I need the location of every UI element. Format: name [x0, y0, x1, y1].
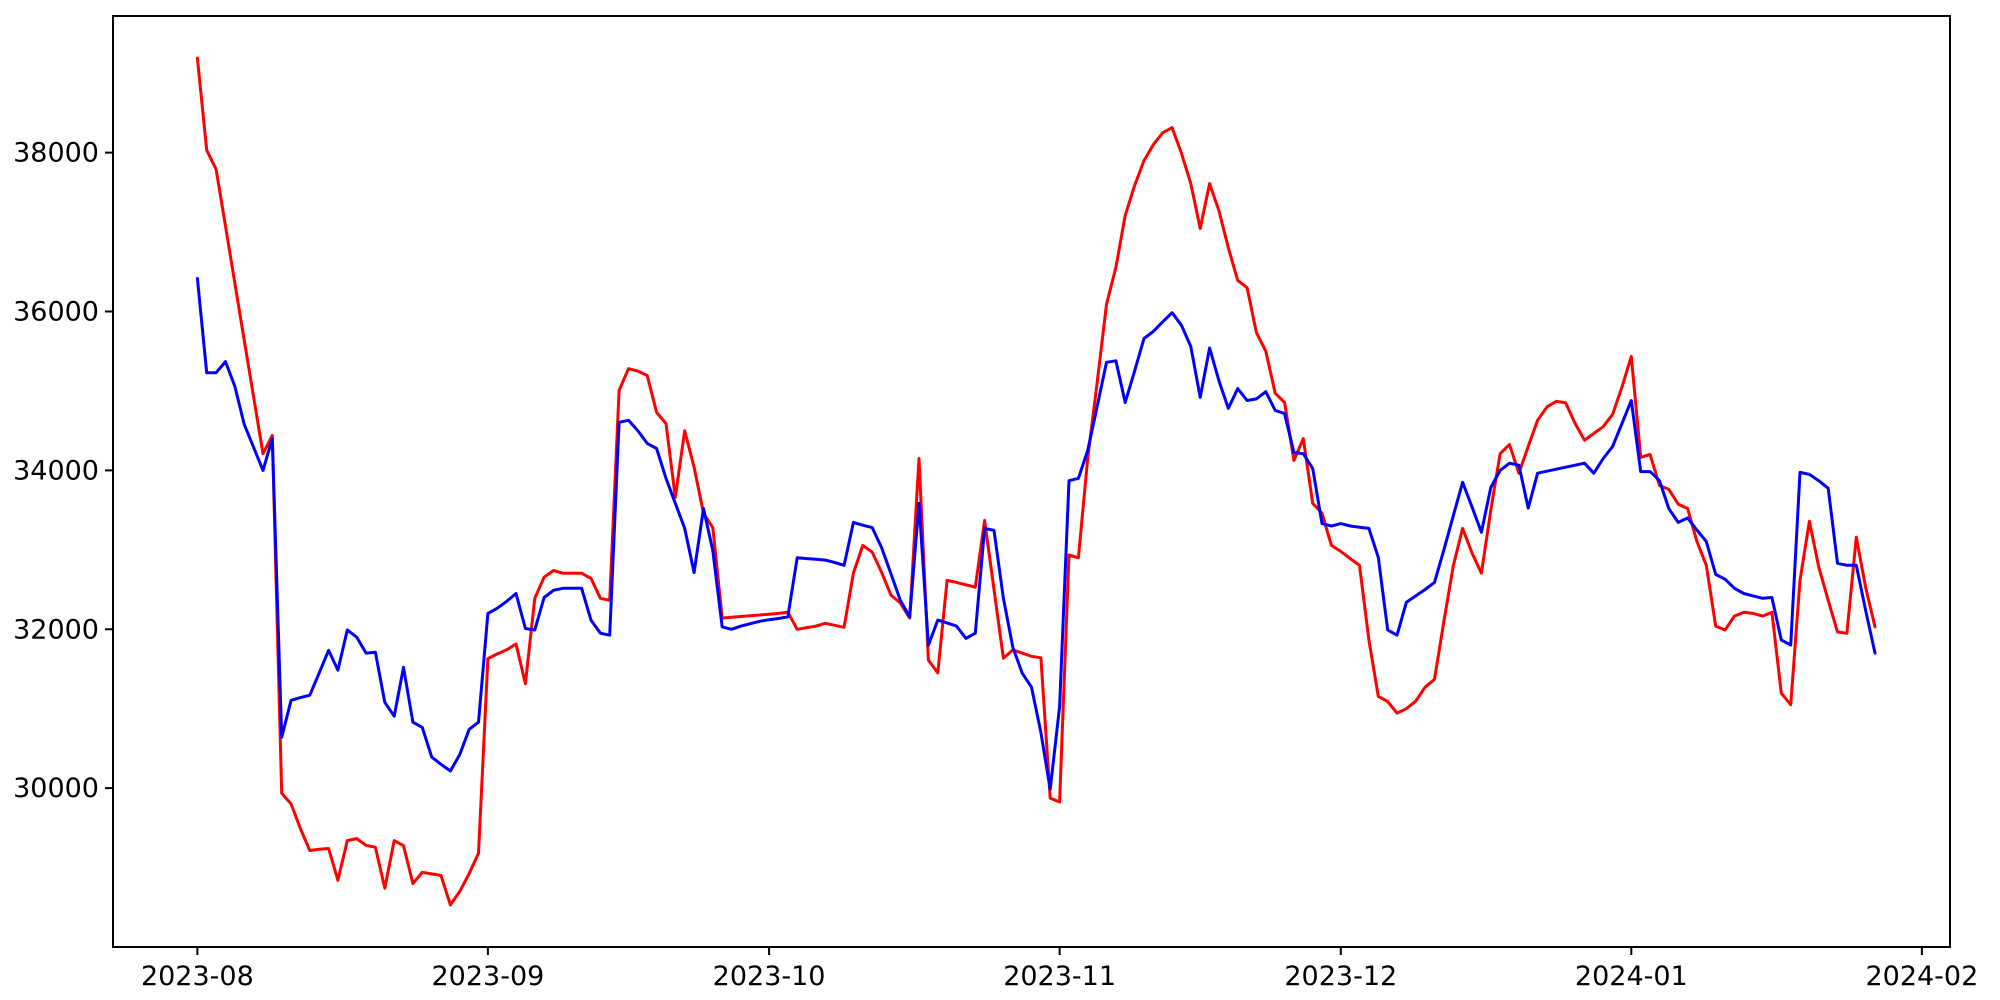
blue-series-line — [195, 277, 1877, 791]
axes-spines — [112, 15, 1951, 948]
plot-area — [113, 16, 1950, 947]
red-series-line — [195, 56, 1877, 907]
y-tick-label: 38000 — [13, 138, 99, 169]
y-tick-label: 36000 — [13, 297, 99, 328]
y-tick-label: 34000 — [13, 455, 99, 486]
x-tick-label: 2024-01 — [1575, 961, 1688, 992]
x-tick-label: 2024-02 — [1865, 961, 1978, 992]
x-tick-label: 2023-10 — [713, 961, 826, 992]
x-tick-label: 2023-11 — [1003, 961, 1116, 992]
y-tick-label: 30000 — [13, 773, 99, 804]
x-tick-label: 2023-08 — [141, 961, 254, 992]
x-tick-label: 2023-12 — [1284, 961, 1397, 992]
y-tick-label: 32000 — [13, 614, 99, 645]
x-tick-label: 2023-09 — [431, 961, 544, 992]
